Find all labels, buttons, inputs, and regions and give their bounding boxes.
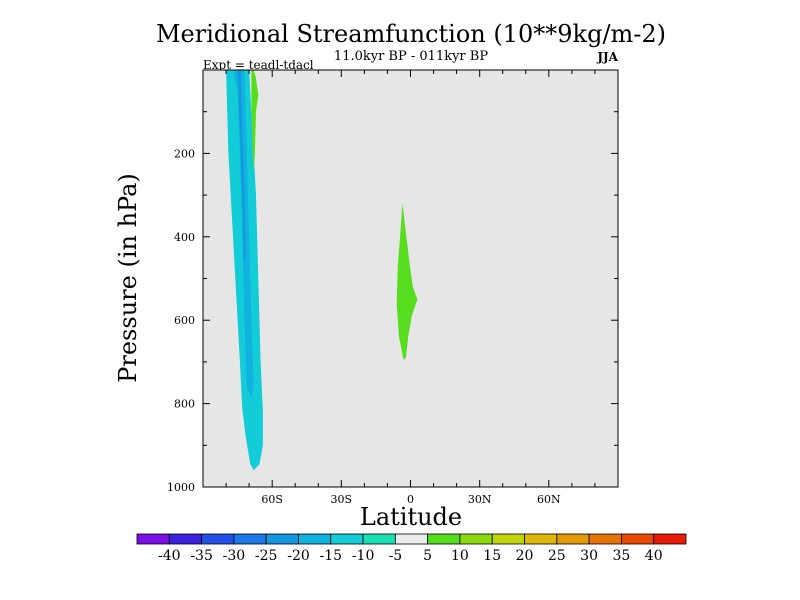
x-tick-label: 0 xyxy=(407,493,414,506)
colorbar-swatch xyxy=(394,533,429,545)
y-tick-label: 200 xyxy=(174,147,195,160)
colorbar-label: 10 xyxy=(451,548,469,564)
colorbar-labels: -40 -35 -30 -25 -20 -15 -10 -5 5 10 15 20 25 30 35 40 xyxy=(158,548,663,564)
colorbar-swatch xyxy=(330,533,364,545)
colorbar-label: -15 xyxy=(320,548,343,564)
contour-regions xyxy=(226,70,418,471)
colorbar-swatch xyxy=(653,533,687,545)
y-tick-label: 1000 xyxy=(167,481,195,494)
x-tick-label: 30S xyxy=(331,493,353,506)
colorbar-label: 35 xyxy=(612,548,630,564)
colorbar-swatch xyxy=(168,533,202,545)
y-tick-label: 800 xyxy=(174,398,195,411)
colorbar-label: 5 xyxy=(423,548,432,564)
colorbar-label: -10 xyxy=(352,548,375,564)
region-southern-cell-inner xyxy=(237,70,246,262)
colorbar-swatch xyxy=(265,533,299,545)
x-tick-label: 30N xyxy=(468,493,492,506)
colorbar-swatch xyxy=(524,533,558,545)
chart-subtitle: 11.0kyr BP - 011kyr BP xyxy=(334,49,488,64)
colorbar xyxy=(136,533,687,545)
colorbar-swatch xyxy=(427,533,461,545)
colorbar-swatch xyxy=(136,533,170,545)
colorbar-label: -30 xyxy=(223,548,246,564)
y-tick-labels: 200 400 600 800 1000 xyxy=(167,147,195,494)
x-axis-label: Latitude xyxy=(360,503,462,531)
colorbar-label: 25 xyxy=(548,548,566,564)
y-tick-label: 400 xyxy=(174,231,195,244)
y-tick-label: 600 xyxy=(174,314,195,327)
colorbar-label: 30 xyxy=(580,548,598,564)
season-label: JJA xyxy=(596,50,618,64)
experiment-label: Expt = teadl-tdacl xyxy=(203,58,314,72)
colorbar-label: -35 xyxy=(190,548,213,564)
colorbar-swatch xyxy=(621,533,655,545)
colorbar-label: -25 xyxy=(255,548,278,564)
region-southern-secondary xyxy=(251,70,259,171)
x-tick-label: 60S xyxy=(261,493,283,506)
axis-ticks xyxy=(202,70,619,487)
colorbar-label: 40 xyxy=(645,548,663,564)
chart-title: Meridional Streamfunction (10**9kg/m-2) xyxy=(156,20,666,48)
colorbar-label: -20 xyxy=(287,548,310,564)
x-tick-label: 60N xyxy=(537,493,561,506)
colorbar-swatch xyxy=(588,533,622,545)
colorbar-swatch xyxy=(233,533,267,545)
colorbar-label: -5 xyxy=(389,548,403,564)
region-tropical-cell xyxy=(396,203,418,360)
colorbar-swatch xyxy=(459,533,493,545)
colorbar-swatch xyxy=(491,533,525,545)
colorbar-swatch xyxy=(362,533,396,545)
colorbar-swatch xyxy=(201,533,235,545)
x-tick-labels: 60S 30S 0 30N 60N xyxy=(261,493,561,506)
colorbar-label: -40 xyxy=(158,548,181,564)
colorbar-label: 20 xyxy=(516,548,534,564)
colorbar-swatch xyxy=(556,533,590,545)
colorbar-label: 15 xyxy=(483,548,501,564)
colorbar-swatch xyxy=(298,533,332,545)
plot-area: 60S 30S 0 30N 60N 200 400 600 800 1000 xyxy=(167,69,619,506)
y-axis-label: Pressure (in hPa) xyxy=(114,173,142,383)
